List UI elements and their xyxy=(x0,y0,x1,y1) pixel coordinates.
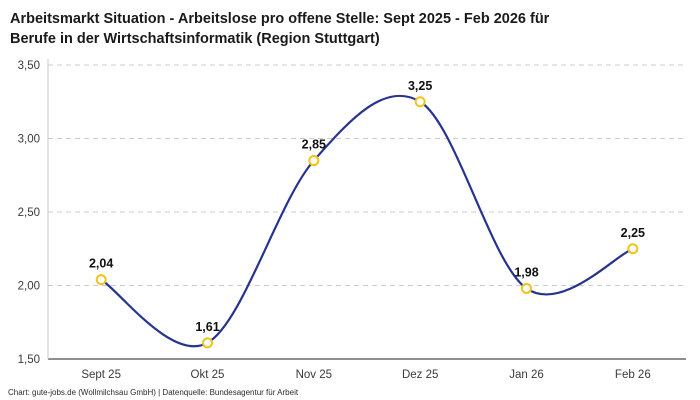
point-label: 1,98 xyxy=(514,265,538,279)
y-tick-label: 2,50 xyxy=(18,207,40,219)
point-label: 2,25 xyxy=(621,226,645,240)
data-line xyxy=(100,94,634,348)
chart-footer: Chart: gute-jobs.de (Wollmilchsau GmbH) … xyxy=(8,388,299,397)
y-tick-label: 2,00 xyxy=(18,281,40,293)
data-point xyxy=(308,155,320,167)
data-point xyxy=(202,337,213,349)
y-tick-label: 3,50 xyxy=(18,60,40,72)
chart-title: Arbeitsmarkt Situation - Arbeitslose pro… xyxy=(10,11,550,47)
y-tick-label: 1,50 xyxy=(18,354,40,366)
x-tick-label: Feb 26 xyxy=(615,369,651,381)
y-tick-label: 3,00 xyxy=(18,134,40,146)
x-tick-label: Okt 25 xyxy=(191,369,225,381)
data-point xyxy=(414,96,426,108)
point-label: 2,85 xyxy=(302,138,326,152)
data-point xyxy=(627,243,639,255)
point-label: 2,04 xyxy=(89,257,113,271)
chart-canvas: 1,50 2,00 2,50 3,00 3,50 Sept 25 Okt 25 Nov 25 D… xyxy=(18,59,686,381)
x-tick-label: Jan 26 xyxy=(509,369,544,381)
point-label: 3,25 xyxy=(408,79,432,93)
x-tick-label: Nov 25 xyxy=(296,369,332,381)
data-point xyxy=(95,274,107,286)
x-tick-label: Sept 25 xyxy=(81,369,121,381)
point-label: 1,61 xyxy=(195,320,219,334)
x-tick-label: Dez 25 xyxy=(402,369,438,381)
data-point xyxy=(521,282,532,294)
